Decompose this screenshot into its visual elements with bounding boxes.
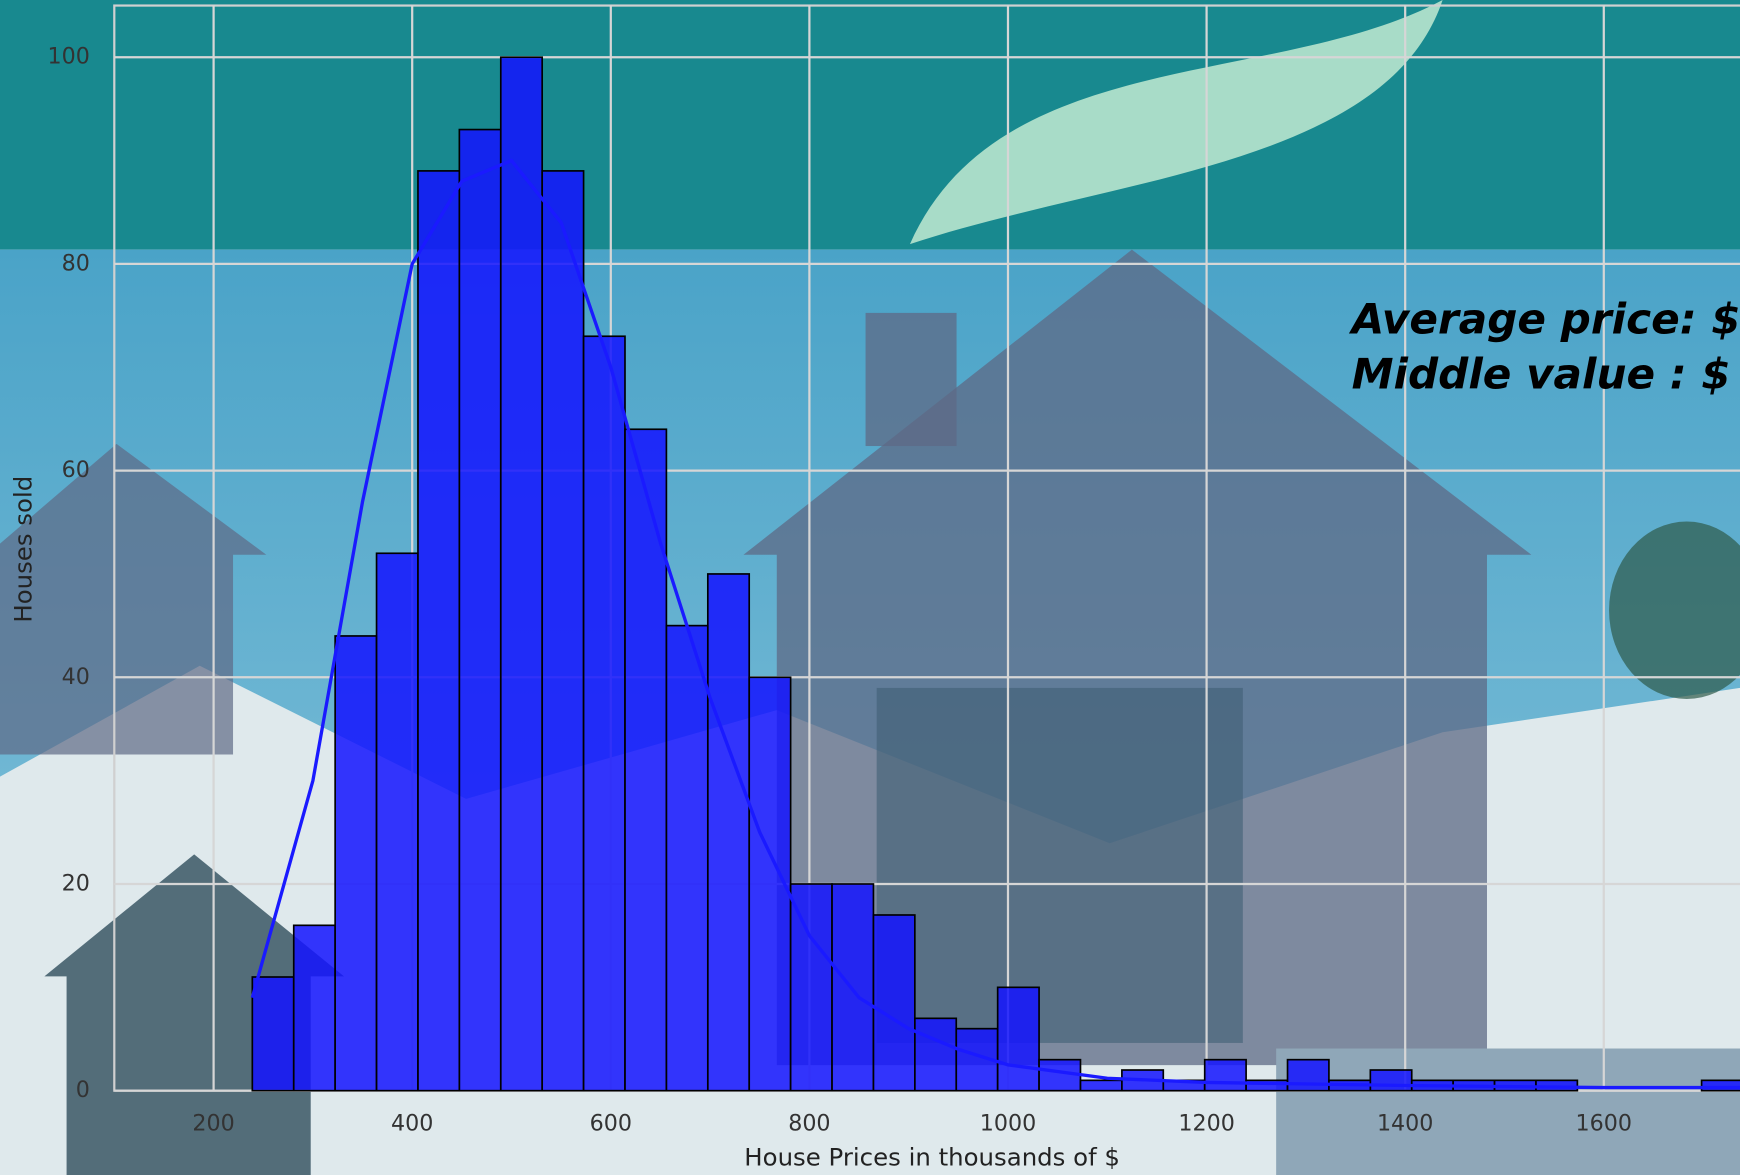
bar (292, 924, 336, 1092)
bar (1369, 1069, 1413, 1092)
bar (251, 976, 295, 1092)
bar (417, 170, 461, 1092)
x-tick-label: 1200 (1178, 1110, 1234, 1136)
bar (499, 56, 544, 1092)
bar (789, 883, 833, 1092)
bar (1700, 1079, 1740, 1092)
bar (665, 624, 709, 1092)
bar (996, 986, 1040, 1092)
plot-area: 0 20 40 60 80 100 200 400 600 800 1000 1200 1400 1600 (48, 4, 1740, 1136)
x-tick-label: 1000 (980, 1110, 1036, 1136)
y-tick-label: 20 (62, 870, 90, 896)
bar (914, 1017, 958, 1092)
x-tick-label: 400 (391, 1110, 433, 1136)
bar (1203, 1058, 1247, 1092)
average-price-note: Average price: $ (1349, 294, 1740, 343)
bar (1286, 1058, 1330, 1092)
x-tick-label: 1600 (1576, 1110, 1632, 1136)
bar (582, 335, 626, 1092)
bar (334, 635, 378, 1092)
bar (458, 128, 502, 1092)
x-tick-label: 200 (192, 1110, 234, 1136)
kde-line (250, 158, 1740, 1090)
y-tick-label: 60 (62, 457, 90, 483)
bar (1079, 1079, 1123, 1092)
bar (541, 170, 585, 1092)
bar (706, 573, 751, 1092)
y-tick-label: 80 (62, 250, 90, 276)
x-axis-label: House Prices in thousands of $ (744, 1142, 1120, 1171)
bar (872, 914, 916, 1092)
x-tick-label: 1400 (1377, 1110, 1433, 1136)
y-tick-label: 0 (76, 1077, 90, 1103)
y-tick-label: 40 (62, 664, 90, 690)
bar (375, 552, 419, 1092)
x-tick-label: 800 (788, 1110, 830, 1136)
middle-value-note: Middle value : $ (1352, 350, 1731, 399)
y-axis-label: Houses sold (8, 476, 37, 623)
x-tick-label: 600 (590, 1110, 632, 1136)
bar (624, 428, 668, 1092)
y-tick-label: 100 (48, 44, 90, 70)
